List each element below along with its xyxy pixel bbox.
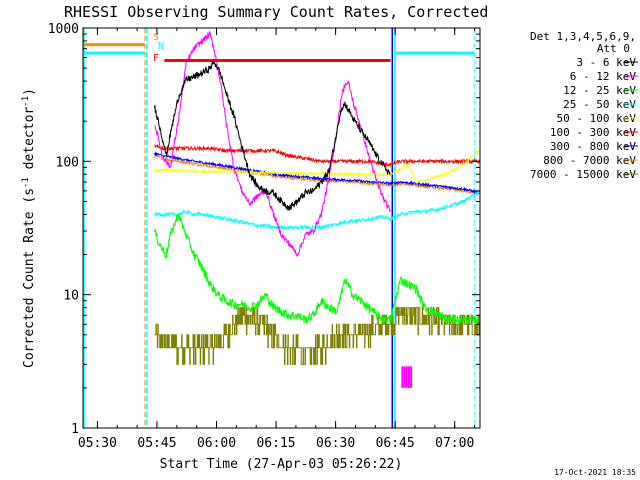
- series-line: [154, 149, 481, 184]
- series-line: [154, 307, 481, 365]
- y-label-exponent: -1: [21, 96, 31, 107]
- legend-entry: 800 - 7000 keV: [543, 154, 636, 167]
- plot-frame: [82, 27, 481, 429]
- plot-content: SNF: [83, 28, 481, 428]
- y-axis-label: Corrected Count Rate (s-1 detector-1): [21, 88, 37, 368]
- series-line: [154, 189, 481, 231]
- y-tick-label: 1000: [48, 22, 79, 37]
- x-axis-label: Start Time (27-Apr-03 05:26:22): [160, 457, 403, 472]
- magenta-block: [405, 366, 408, 388]
- flag-letter: N: [158, 41, 164, 52]
- series-line: [154, 58, 391, 211]
- flag-letter: S: [153, 32, 159, 43]
- magenta-block: [403, 366, 406, 388]
- series-line: [154, 213, 481, 326]
- y-label-exponent: -1: [21, 177, 31, 188]
- x-tick-label: 06:30: [316, 436, 355, 451]
- generation-timestamp: 17-Oct-2021 18:35: [554, 468, 636, 477]
- y-tick-label: 100: [56, 155, 79, 170]
- legend-entry: 100 - 300 keV: [550, 126, 636, 139]
- y-tick-label: 10: [63, 289, 79, 304]
- legend-entry: 3 - 6 keV: [576, 56, 636, 69]
- legend-entry: 25 - 50 keV: [563, 98, 636, 111]
- y-label-part: Corrected Count Rate (s: [22, 188, 37, 368]
- x-tick-label: 05:45: [137, 436, 176, 451]
- flag-letter: F: [153, 53, 159, 64]
- legend-entry: 50 - 100 keV: [557, 112, 637, 125]
- legend-entry: 7000 - 15000 keV: [530, 168, 636, 181]
- x-tick-label: 06:45: [376, 436, 415, 451]
- y-tick-label: 1: [71, 422, 79, 437]
- legend-entry: 6 - 12 keV: [570, 70, 637, 83]
- legend-entry: 300 - 800 keV: [550, 140, 636, 153]
- y-axis: 1 10 100 1000: [48, 22, 480, 437]
- y-label-part: ): [22, 88, 37, 96]
- magenta-block: [407, 366, 410, 388]
- magenta-block: [410, 366, 413, 388]
- series-line: [154, 143, 481, 168]
- series-line: [154, 151, 481, 196]
- series-line: [154, 30, 391, 257]
- chart-title: RHESSI Observing Summary Count Rates, Co…: [64, 3, 488, 21]
- x-tick-label: 05:30: [78, 436, 117, 451]
- legend-entry: 12 - 25 keV: [563, 84, 636, 97]
- legend-attenuator: Att 0: [597, 42, 630, 55]
- x-tick-label: 06:15: [256, 436, 295, 451]
- x-axis: 05:30 05:45 06:00 06:15 06:30 06:45 07:00: [78, 28, 476, 451]
- y-label-part: detector: [22, 107, 37, 178]
- x-tick-label: 06:00: [197, 436, 236, 451]
- x-tick-label: 07:00: [435, 436, 474, 451]
- magenta-block: [401, 366, 404, 388]
- legend-detectors: Det 1,3,4,5,6,9,: [530, 30, 636, 43]
